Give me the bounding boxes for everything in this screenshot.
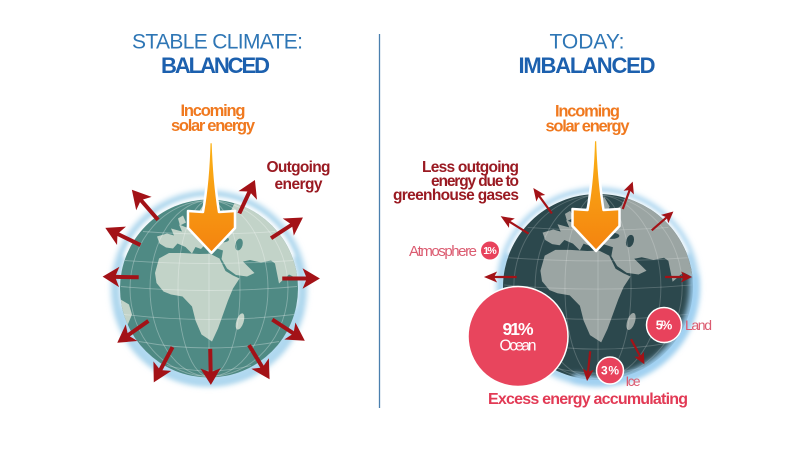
svg-text:TODAY:: TODAY: [550,31,625,54]
svg-text:Ice: Ice [626,374,641,389]
svg-text:STABLE CLIMATE:: STABLE CLIMATE: [132,31,303,54]
svg-text:3%: 3% [601,364,619,378]
svg-text:greenhouse gases: greenhouse gases [393,187,519,204]
svg-text:1%: 1% [483,245,497,257]
svg-text:91%: 91% [503,319,534,339]
svg-text:solar energy: solar energy [171,117,256,135]
svg-text:solar energy: solar energy [546,118,631,136]
svg-text:Outgoing: Outgoing [267,159,331,176]
svg-text:Less outgoing: Less outgoing [422,159,519,176]
svg-text:Incoming: Incoming [555,103,620,121]
svg-text:Atmosphere: Atmosphere [409,243,477,260]
svg-text:BALANCED: BALANCED [161,53,270,78]
svg-text:IMBALANCED: IMBALANCED [519,53,656,78]
svg-text:Excess energy accumulating: Excess energy accumulating [488,391,688,408]
svg-text:energy: energy [275,176,323,193]
svg-text:Ocean: Ocean [500,338,537,355]
svg-text:energy due to: energy due to [431,173,519,190]
svg-text:5%: 5% [656,319,673,333]
svg-text:Land: Land [685,317,712,333]
svg-text:Incoming: Incoming [181,102,246,120]
